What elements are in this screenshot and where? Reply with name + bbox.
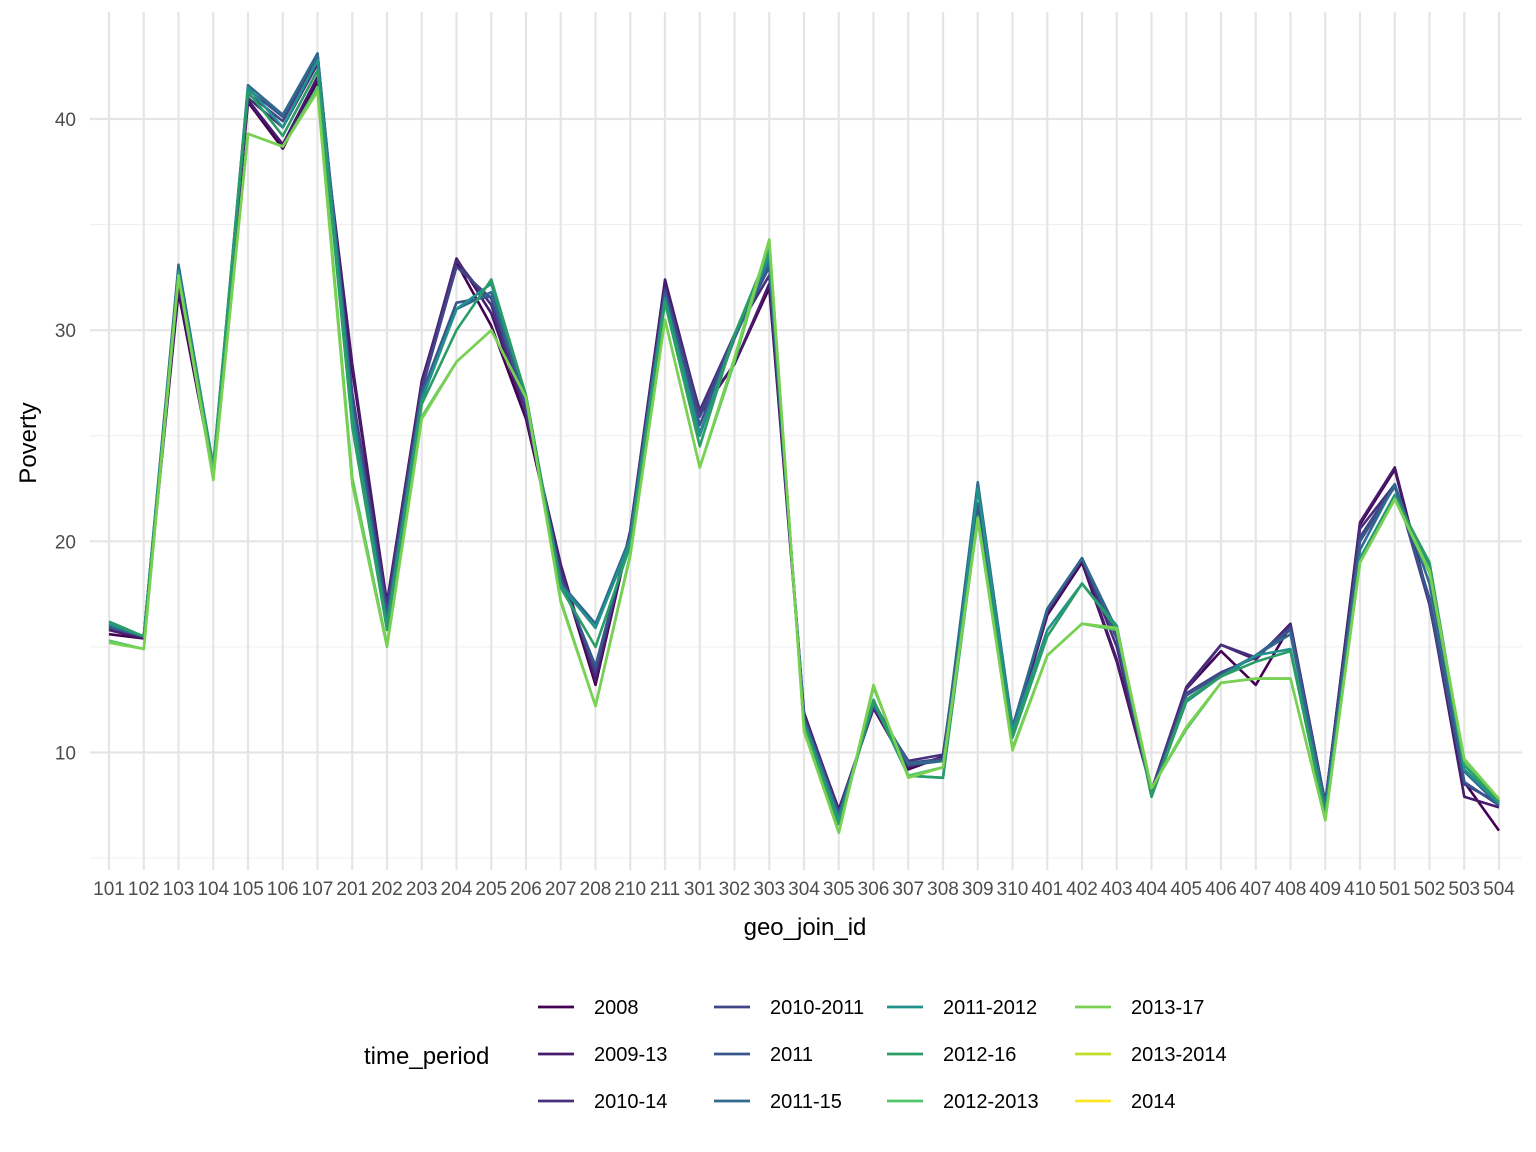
legend-label: 2011 (770, 1044, 813, 1066)
y-tick-label: 40 (55, 110, 76, 131)
x-tick-label: 103 (163, 879, 195, 900)
legend-label: 2009-13 (594, 1044, 667, 1066)
legend-label: 2013-2014 (1131, 1044, 1227, 1066)
x-tick-label: 307 (892, 879, 924, 900)
x-tick-label: 410 (1344, 879, 1376, 900)
x-tick-label: 206 (510, 879, 542, 900)
x-tick-label: 409 (1309, 879, 1341, 900)
legend-label: 2013-17 (1131, 997, 1204, 1019)
legend-label: 2012-2013 (943, 1091, 1039, 1113)
y-tick-label: 30 (55, 321, 76, 342)
x-tick-label: 104 (197, 879, 229, 900)
x-tick-label: 401 (1031, 879, 1063, 900)
y-axis-tick-labels: 10 20 30 40 (55, 110, 76, 765)
x-tick-label: 208 (580, 879, 612, 900)
legend-item: 2013-2014 (1075, 1044, 1227, 1066)
x-tick-label: 205 (475, 879, 507, 900)
legend-item: 2012-2013 (887, 1091, 1039, 1113)
x-tick-label: 201 (336, 879, 368, 900)
x-tick-label: 204 (441, 879, 473, 900)
x-tick-label: 207 (545, 879, 577, 900)
x-tick-label: 504 (1483, 879, 1515, 900)
legend-item: 2011-2012 (887, 997, 1037, 1019)
x-tick-label: 305 (823, 879, 855, 900)
legend-item: 2010-14 (538, 1091, 667, 1113)
x-axis-title: geo_join_id (744, 914, 867, 941)
x-tick-label: 502 (1414, 879, 1446, 900)
legend-label: 2011-15 (770, 1091, 842, 1113)
legend: 2008 2009-13 2010-14 2010-2011 2011 2011-15 20… (538, 997, 1227, 1113)
x-tick-label: 503 (1448, 879, 1480, 900)
x-tick-label: 309 (962, 879, 994, 900)
x-tick-label: 302 (719, 879, 751, 900)
x-tick-label: 106 (267, 879, 299, 900)
x-tick-label: 303 (753, 879, 785, 900)
series-line-2013-17 (108, 90, 1500, 835)
y-tick-label: 20 (55, 532, 76, 553)
legend-item: 2009-13 (538, 1044, 667, 1066)
x-tick-label: 107 (302, 879, 334, 900)
x-tick-label: 310 (997, 879, 1029, 900)
major-gridlines (90, 12, 1522, 870)
x-tick-label: 210 (614, 879, 646, 900)
legend-label: 2014 (1131, 1091, 1176, 1113)
legend-item: 2008 (538, 997, 639, 1019)
legend-item: 2010-2011 (714, 997, 864, 1019)
legend-label: 2012-16 (943, 1044, 1016, 1066)
x-tick-label: 102 (128, 879, 160, 900)
x-tick-label: 101 (93, 879, 125, 900)
legend-label: 2010-2011 (770, 997, 864, 1019)
x-tick-label: 211 (650, 879, 680, 900)
x-tick-label: 301 (684, 879, 716, 900)
x-tick-label: 405 (1170, 879, 1202, 900)
legend-label: 2010-14 (594, 1091, 667, 1113)
x-tick-label: 306 (858, 879, 890, 900)
x-tick-label: 308 (927, 879, 959, 900)
x-tick-label: 402 (1066, 879, 1098, 900)
x-tick-label: 202 (371, 879, 403, 900)
legend-item: 2012-16 (887, 1044, 1016, 1066)
x-tick-label: 105 (232, 879, 264, 900)
x-tick-label: 203 (406, 879, 438, 900)
legend-label: 2011-2012 (943, 997, 1037, 1019)
x-axis-tick-labels: 101 102 103 104 105 106 107 201 202 203 204 205 206 2… (93, 879, 1515, 900)
x-tick-label: 304 (788, 879, 820, 900)
legend-title: time_period (364, 1043, 489, 1070)
legend-item: 2011-15 (714, 1091, 842, 1113)
legend-item: 2011 (714, 1044, 813, 1066)
legend-item: 2013-17 (1075, 997, 1204, 1019)
x-tick-label: 407 (1240, 879, 1272, 900)
x-tick-label: 404 (1136, 879, 1168, 900)
legend-label: 2008 (594, 997, 639, 1019)
x-tick-label: 408 (1275, 879, 1307, 900)
y-axis-title: Poverty (15, 402, 42, 483)
x-tick-label: 406 (1205, 879, 1237, 900)
x-tick-label: 403 (1101, 879, 1133, 900)
legend-item: 2014 (1075, 1091, 1176, 1113)
series-lines (108, 52, 1501, 835)
y-tick-label: 10 (55, 744, 76, 765)
x-tick-label: 501 (1379, 879, 1411, 900)
